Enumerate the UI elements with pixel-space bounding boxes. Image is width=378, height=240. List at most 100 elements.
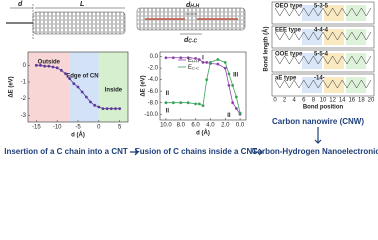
label-dhh: dH-H (186, 2, 200, 10)
region-label: Inside (105, 88, 123, 94)
panel-type: OEO type (275, 4, 303, 10)
point (216, 62, 220, 66)
point (47, 64, 51, 68)
panel-code: 5-3-5 (314, 4, 329, 10)
zigzag (274, 55, 372, 65)
y-axis-label: ΔE (eV) (141, 75, 147, 96)
legend-main: E (188, 65, 192, 71)
point (55, 66, 59, 70)
region-label: Outside (38, 60, 61, 66)
panel-type: EEE type (275, 28, 302, 34)
zigzag (274, 31, 372, 41)
point (179, 56, 183, 60)
panel-type: OOE type (275, 52, 303, 58)
arrow (254, 148, 263, 156)
point (164, 101, 168, 105)
point (186, 101, 190, 105)
x-tick-label: 20 (368, 98, 375, 104)
point (227, 84, 231, 87)
x-axis-label: d (Å) (196, 130, 210, 137)
x-axis-label: d (Å) (71, 132, 85, 139)
point (171, 101, 175, 105)
point (234, 107, 238, 110)
panel-block (302, 53, 322, 69)
legend-label: EC-C (188, 65, 199, 71)
point (89, 100, 92, 104)
caption: Fusion of C chains inside a CNT (135, 147, 257, 156)
legend-sub: H-H (192, 59, 199, 64)
panel-block (302, 77, 322, 93)
point (194, 56, 197, 60)
x-tick-label: -5 (75, 125, 81, 131)
caption: Carbon-Hydrogen Nanoelectronics (252, 147, 378, 156)
x-tick-label: 6.0 (191, 123, 200, 129)
annotation: II (227, 113, 231, 119)
point (209, 60, 212, 64)
x-tick-label: 6 (302, 98, 306, 104)
y-tick-label: -4.0 (148, 77, 159, 83)
x-tick-label: 14 (339, 98, 346, 104)
panel-code: 4-4-4 (314, 28, 329, 34)
legend-label: EH-H (188, 58, 199, 64)
x-tick-label: 10 (320, 98, 327, 104)
point (201, 104, 205, 107)
y-tick-label: -6.0 (148, 89, 159, 95)
y-tick-label: 0 (23, 63, 27, 69)
region (69, 52, 99, 122)
point (59, 68, 63, 72)
point (68, 77, 72, 81)
point (238, 111, 242, 115)
x-tick-label: 16 (348, 98, 355, 104)
zigzag (274, 7, 372, 17)
point (101, 107, 105, 111)
legend-main: E (188, 58, 192, 64)
x-tick-label: -15 (32, 125, 41, 131)
x-tick-label: 10.0 (160, 123, 172, 129)
x-tick-label: 12 (329, 98, 336, 104)
y-tick-label: -2.0 (148, 66, 159, 72)
x-tick-label: 0 (273, 98, 277, 104)
x-tick-label: 4 (293, 98, 297, 104)
point (118, 107, 122, 111)
point (76, 85, 80, 89)
point (39, 63, 42, 67)
x-tick-label: 18 (358, 98, 365, 104)
point (197, 58, 201, 61)
point (216, 58, 220, 61)
label-dcc: dC-C (184, 37, 198, 45)
y-tick-label: 0.0 (150, 54, 159, 60)
point (186, 56, 190, 60)
point (231, 101, 235, 105)
point (114, 107, 117, 111)
cnt (136, 7, 246, 31)
point (51, 65, 55, 69)
point (84, 95, 88, 99)
point (64, 72, 67, 76)
point (34, 63, 38, 67)
point (227, 72, 231, 76)
point (43, 64, 47, 68)
panel-block (324, 77, 344, 93)
point (194, 102, 197, 106)
region-label: Edge of CNT (66, 74, 102, 80)
label-L: L (80, 1, 84, 8)
x-tick-label: 8 (312, 98, 316, 104)
panel-block (324, 53, 344, 69)
annotation: II (166, 91, 170, 97)
point (201, 60, 205, 64)
region (28, 52, 70, 122)
y-tick-label: -1 (21, 80, 27, 86)
label-d: d (18, 1, 23, 8)
zigzag (274, 79, 372, 89)
x-tick-label: 5 (118, 125, 122, 131)
point (223, 66, 227, 70)
point (197, 102, 201, 106)
x-tick-label: 2.0 (221, 123, 230, 129)
point (223, 60, 227, 64)
point (231, 84, 235, 87)
y-axis-label: Bond length (Å) (263, 27, 270, 72)
panel-block (324, 5, 344, 21)
x-tick-label: 0.0 (236, 123, 245, 129)
x-tick-label: 2 (283, 98, 287, 104)
plot-frame (159, 51, 247, 121)
